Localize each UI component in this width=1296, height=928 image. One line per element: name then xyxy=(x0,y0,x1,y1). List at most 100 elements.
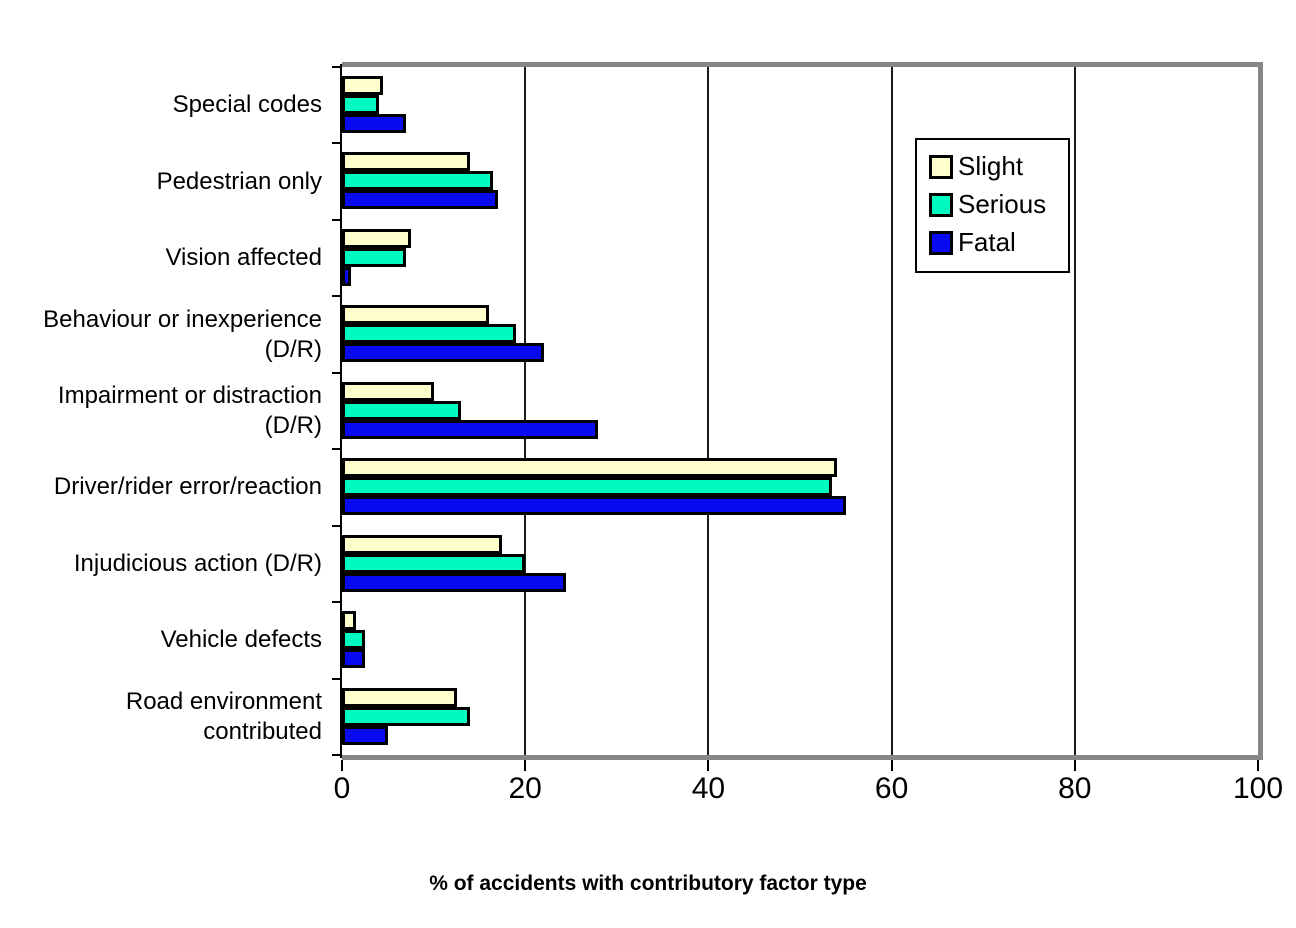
x-tick-20 xyxy=(524,760,527,771)
category-label: Impairment or distraction (D/R) xyxy=(0,373,322,449)
category-label: Behaviour or inexperience (D/R) xyxy=(0,296,322,372)
category-label-line: contributed xyxy=(203,717,322,745)
plot-border-bottom xyxy=(342,755,1263,760)
x-tick-60 xyxy=(890,760,893,771)
x-tick-label: 40 xyxy=(691,772,726,805)
bar-fatal xyxy=(342,572,567,592)
bar-slight xyxy=(342,611,356,631)
bar-serious xyxy=(342,324,517,344)
category-label-line: Injudicious action (D/R) xyxy=(73,549,322,577)
bar-serious xyxy=(342,477,833,497)
category-label: Pedestrian only xyxy=(0,143,322,219)
x-tick-label: 60 xyxy=(874,772,909,805)
gridline-40 xyxy=(707,67,710,755)
category-label: Vehicle defects xyxy=(0,602,322,678)
plot-area xyxy=(342,67,1258,755)
x-tick-label: 20 xyxy=(508,772,542,805)
category-label-line: Special codes xyxy=(172,91,322,119)
category-label: Special codes xyxy=(0,67,322,143)
category-row xyxy=(342,679,1258,755)
category-row xyxy=(342,449,1258,525)
bar-serious xyxy=(342,706,471,726)
category-row xyxy=(342,220,1258,296)
plot-rows xyxy=(342,67,1258,755)
category-label-line: Vehicle defects xyxy=(160,626,322,654)
y-tick xyxy=(332,295,341,298)
legend-item-fatal: Fatal xyxy=(929,227,1068,258)
plot-border-right xyxy=(1258,62,1263,760)
x-tick-40 xyxy=(707,760,710,771)
bar-serious xyxy=(342,630,365,650)
legend-label: Serious xyxy=(958,189,1047,219)
category-label-line: Vision affected xyxy=(165,244,322,272)
y-tick xyxy=(332,66,341,68)
category-row xyxy=(342,526,1258,602)
x-tick-0 xyxy=(341,760,343,771)
category-row xyxy=(342,67,1258,143)
bar-slight xyxy=(342,76,384,95)
category-label-line: Behaviour or inexperience xyxy=(43,305,322,333)
bar-serious xyxy=(342,171,494,191)
legend-label: Fatal xyxy=(958,227,1016,257)
bar-fatal xyxy=(342,343,544,363)
bar-fatal xyxy=(342,114,407,133)
category-row xyxy=(342,143,1258,219)
y-tick xyxy=(332,142,341,145)
category-label: Vision affected xyxy=(0,220,322,296)
category-label: Road environment contributed xyxy=(0,679,322,755)
gridline-80 xyxy=(1073,67,1076,755)
bar-slight xyxy=(342,458,837,478)
legend-item-slight: Slight xyxy=(929,151,1068,182)
y-tick xyxy=(332,524,341,527)
category-label-line: Pedestrian only xyxy=(156,167,322,195)
bar-slight xyxy=(342,228,411,248)
y-tick xyxy=(332,371,341,374)
y-tick xyxy=(332,601,341,604)
legend-label: Slight xyxy=(958,151,1024,181)
y-axis-line xyxy=(340,64,342,758)
bar-slight xyxy=(342,381,434,401)
category-label-line: (D/R) xyxy=(264,411,322,439)
legend: Slight Serious Fatal xyxy=(915,138,1070,273)
bar-serious xyxy=(342,247,407,267)
legend-swatch-slight-icon xyxy=(929,154,953,179)
category-row xyxy=(342,602,1258,678)
x-tick-80 xyxy=(1073,760,1076,771)
bar-slight xyxy=(342,687,457,707)
category-label-line: Driver/rider error/reaction xyxy=(53,473,322,501)
category-label-line: Road environment xyxy=(125,687,322,715)
category-label: Injudicious action (D/R) xyxy=(0,526,322,602)
category-labels: Special codes Pedestrian only Vision affec… xyxy=(0,67,322,755)
bar-slight xyxy=(342,152,471,172)
legend-item-serious: Serious xyxy=(929,189,1068,220)
gridline-60 xyxy=(890,67,893,755)
legend-swatch-fatal-icon xyxy=(929,230,953,255)
bar-serious xyxy=(342,95,379,114)
bar-slight xyxy=(342,534,503,554)
category-row xyxy=(342,296,1258,372)
bar-serious xyxy=(342,553,526,573)
x-tick-label: 80 xyxy=(1058,772,1092,805)
bar-serious xyxy=(342,400,462,420)
y-tick xyxy=(332,448,341,451)
x-tick-label: 0 xyxy=(333,772,351,805)
bar-fatal xyxy=(342,725,388,745)
bar-slight xyxy=(342,305,489,325)
y-tick xyxy=(332,677,341,680)
category-label: Driver/rider error/reaction xyxy=(0,449,322,525)
category-label-line: Impairment or distraction xyxy=(57,381,322,409)
bar-fatal xyxy=(342,649,365,669)
x-axis-title: % of accidents with contributory factor … xyxy=(429,872,867,895)
bar-fatal xyxy=(342,266,352,286)
legend-swatch-serious-icon xyxy=(929,192,953,217)
category-row xyxy=(342,373,1258,449)
plot-border-top xyxy=(342,62,1263,67)
bar-fatal xyxy=(342,419,599,439)
x-tick-label: 100 xyxy=(1232,772,1284,805)
gridline-20 xyxy=(524,67,527,755)
category-label-line: (D/R) xyxy=(264,335,322,363)
x-tick-100 xyxy=(1257,760,1259,771)
bar-fatal xyxy=(342,496,846,516)
y-tick xyxy=(332,754,341,756)
